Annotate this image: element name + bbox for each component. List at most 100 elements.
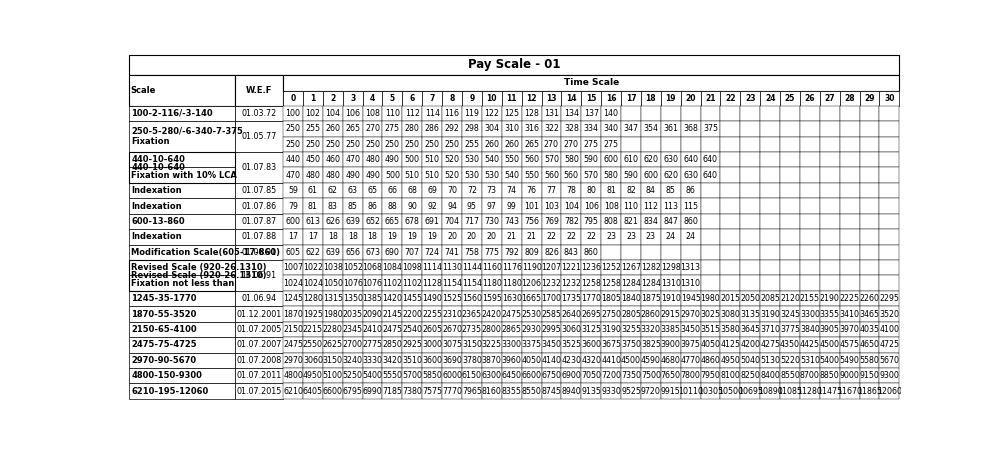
Bar	[800, 368, 820, 383]
Text: 81: 81	[308, 202, 318, 211]
Text: 5400: 5400	[362, 371, 382, 380]
Bar	[235, 337, 283, 352]
Bar	[283, 368, 303, 383]
Bar	[681, 121, 701, 136]
Text: 2345: 2345	[342, 325, 362, 334]
Text: 4230: 4230	[562, 356, 582, 365]
Bar	[442, 291, 462, 306]
Bar	[582, 183, 602, 198]
Text: 298: 298	[464, 124, 479, 133]
Bar	[303, 245, 323, 260]
Text: 6210-195-12060: 6210-195-12060	[131, 387, 208, 396]
Bar	[602, 276, 621, 291]
Text: 3245: 3245	[780, 309, 800, 318]
Text: 10890: 10890	[758, 387, 783, 396]
Text: 9720: 9720	[641, 387, 661, 396]
Bar	[129, 383, 235, 399]
Bar	[641, 152, 661, 167]
Bar	[562, 136, 582, 152]
Text: 250: 250	[285, 124, 300, 133]
Bar	[820, 214, 840, 229]
Text: Indexation: Indexation	[131, 202, 182, 211]
Bar	[362, 245, 382, 260]
Bar	[382, 106, 402, 121]
Text: 560: 560	[544, 171, 559, 180]
Bar	[681, 214, 701, 229]
Text: 1313: 1313	[681, 263, 701, 272]
Text: 85: 85	[666, 186, 676, 195]
Bar	[481, 214, 502, 229]
Text: 27: 27	[825, 94, 835, 103]
Bar	[860, 183, 880, 198]
Bar	[402, 276, 422, 291]
Bar	[362, 136, 382, 152]
Text: 4050: 4050	[701, 340, 721, 349]
Bar	[602, 352, 621, 368]
Bar	[522, 229, 542, 245]
Bar	[681, 136, 701, 152]
Bar	[701, 198, 721, 214]
Bar	[701, 106, 721, 121]
Bar	[820, 152, 840, 167]
Text: 3870: 3870	[481, 356, 502, 365]
Bar	[661, 322, 681, 337]
Bar	[562, 183, 582, 198]
Text: 5310: 5310	[800, 356, 820, 365]
Bar	[880, 91, 899, 106]
Bar	[462, 337, 481, 352]
Bar	[582, 136, 602, 152]
Text: 334: 334	[584, 124, 599, 133]
Bar	[760, 337, 780, 352]
Text: 4950: 4950	[303, 371, 323, 380]
Bar	[422, 368, 442, 383]
Bar	[481, 198, 502, 214]
Bar	[760, 291, 780, 306]
Bar	[582, 352, 602, 368]
Bar	[621, 383, 641, 399]
Bar	[621, 276, 641, 291]
Text: 2475: 2475	[283, 340, 303, 349]
Bar	[422, 214, 442, 229]
Bar	[462, 245, 481, 260]
Bar	[860, 167, 880, 183]
Text: 128: 128	[525, 109, 539, 118]
Text: 630: 630	[683, 171, 698, 180]
Text: 10110: 10110	[678, 387, 703, 396]
Text: 470: 470	[285, 171, 300, 180]
Text: 7050: 7050	[582, 371, 602, 380]
Text: 2050: 2050	[741, 294, 760, 303]
Bar	[462, 183, 481, 198]
Text: 18: 18	[367, 233, 377, 242]
Bar	[129, 322, 235, 337]
Text: 1068: 1068	[362, 263, 382, 272]
Bar	[502, 337, 522, 352]
Text: 5400: 5400	[820, 356, 840, 365]
Text: 11865: 11865	[857, 387, 882, 396]
Bar	[129, 106, 235, 121]
Bar	[342, 291, 362, 306]
Text: 21: 21	[706, 94, 716, 103]
Text: 21: 21	[507, 233, 517, 242]
Text: 1420: 1420	[382, 294, 402, 303]
Bar	[129, 214, 235, 229]
Bar	[681, 198, 701, 214]
Bar	[342, 229, 362, 245]
Text: 19: 19	[666, 94, 676, 103]
Bar	[860, 152, 880, 167]
Bar	[462, 121, 481, 136]
Bar	[542, 106, 562, 121]
Text: 250: 250	[285, 140, 300, 149]
Text: 1910: 1910	[661, 294, 681, 303]
Text: 3780: 3780	[462, 356, 481, 365]
Text: 2090: 2090	[362, 309, 382, 318]
Bar	[303, 91, 323, 106]
Bar	[502, 383, 522, 399]
Text: 730: 730	[484, 217, 499, 226]
Text: 540: 540	[484, 155, 499, 164]
Text: 1180: 1180	[502, 279, 522, 288]
Bar	[522, 198, 542, 214]
Bar	[780, 291, 800, 306]
Text: 108: 108	[604, 202, 619, 211]
Bar	[235, 291, 283, 306]
Text: 3150: 3150	[461, 340, 481, 349]
